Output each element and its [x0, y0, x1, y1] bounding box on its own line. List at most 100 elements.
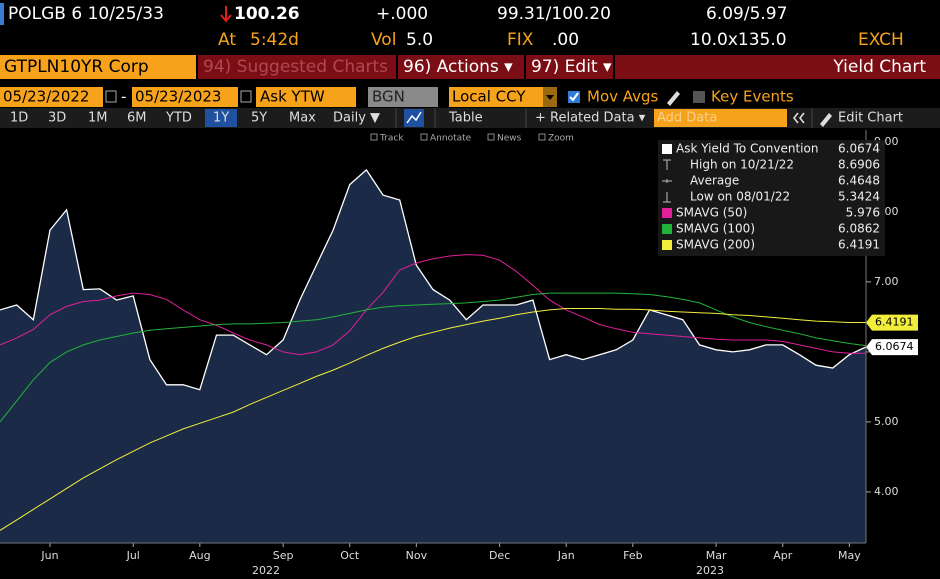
- calendar-icon[interactable]: [105, 90, 117, 103]
- legend-value: 6.4191: [838, 238, 880, 252]
- legend-value: 5.3424: [838, 190, 880, 204]
- exch: EXCH: [858, 30, 904, 50]
- tool[interactable]: Annotate: [430, 134, 472, 144]
- input-box[interactable]: [256, 87, 356, 107]
- time: 5:42d: [250, 30, 299, 50]
- tool[interactable]: Zoom: [548, 134, 574, 144]
- period-button[interactable]: 6M: [127, 111, 147, 126]
- time-label: At: [218, 30, 236, 50]
- legend-icon: [663, 192, 671, 203]
- vol-label: Vol: [371, 30, 396, 50]
- related-data[interactable]: + Related Data ▾: [535, 111, 646, 126]
- menu-item[interactable]: 96) Actions ▾: [403, 57, 513, 77]
- date-separator: -: [121, 88, 126, 106]
- key-events: Key Events: [711, 88, 794, 106]
- period-button[interactable]: YTD: [165, 111, 192, 126]
- frequency[interactable]: Daily ▼: [333, 111, 380, 126]
- period-button[interactable]: 3D: [48, 111, 66, 126]
- field: Ask YTW: [260, 88, 325, 106]
- menu-item[interactable]: 94) Suggested Charts: [203, 57, 388, 77]
- chart-icon: [406, 111, 422, 124]
- checkbox[interactable]: [693, 91, 705, 103]
- security-box[interactable]: [0, 55, 196, 79]
- input-box[interactable]: [132, 87, 238, 107]
- legend-box: [658, 140, 885, 256]
- legend-label: Ask Yield To Convention: [676, 142, 818, 156]
- x-tick-label: Mar: [706, 549, 727, 562]
- tool[interactable]: News: [497, 134, 522, 144]
- size: 10.0x135.0: [690, 30, 787, 50]
- source: BGN: [372, 88, 405, 106]
- input-box[interactable]: [449, 87, 543, 107]
- input-box[interactable]: [368, 87, 438, 107]
- down-arrow: [220, 6, 232, 23]
- security: GTPLN10YR Corp: [4, 57, 149, 77]
- legend-swatch: [662, 240, 672, 250]
- x-tick-label: Jan: [557, 549, 575, 562]
- period-button[interactable]: 1D: [10, 111, 28, 126]
- x-tick-label: Sep: [273, 549, 294, 562]
- legend-value: 5.976: [846, 206, 880, 220]
- series-line: [0, 292, 867, 423]
- input-box[interactable]: [0, 87, 103, 107]
- y-tick-label: 5.00: [874, 415, 899, 428]
- legend-swatch: [662, 144, 672, 154]
- marker: [0, 3, 4, 25]
- x-tick-label: May: [838, 549, 861, 562]
- legend-swatch: [662, 224, 672, 234]
- last-value-tag: [866, 339, 918, 356]
- fix-label: FIX: [507, 30, 534, 50]
- pencil-icon: [820, 113, 832, 127]
- price: 100.26: [234, 4, 300, 24]
- legend-value: 6.0674: [838, 142, 880, 156]
- tool-icon: [420, 133, 428, 141]
- active-period: [205, 109, 237, 127]
- legend-icon: [662, 179, 672, 183]
- year-label: 2023: [696, 564, 724, 577]
- add-data: Add Data: [657, 111, 717, 126]
- x-tick-label: Apr: [773, 549, 793, 562]
- tool-icon: [538, 133, 546, 141]
- last-value-label: 6.0674: [875, 340, 914, 353]
- legend-icon: [663, 159, 671, 170]
- period-button[interactable]: 5Y: [251, 111, 267, 126]
- menu-bar: [198, 55, 940, 79]
- period-button[interactable]: 1M: [88, 111, 108, 126]
- legend-label: SMAVG (200): [676, 238, 755, 252]
- table-button[interactable]: Table: [448, 111, 483, 126]
- legend-swatch: [662, 208, 672, 218]
- period-button[interactable]: 1Y: [213, 111, 229, 126]
- legend-label: SMAVG (50): [676, 206, 747, 220]
- pencil-icon[interactable]: [667, 91, 680, 106]
- vol: 5.0: [406, 30, 433, 50]
- series-line: [0, 308, 866, 531]
- fix: .00: [552, 30, 579, 50]
- legend-value: 6.4648: [838, 174, 880, 188]
- x-tick-label: Aug: [189, 549, 210, 562]
- bid-ask: 99.31/100.20: [497, 4, 611, 24]
- x-tick-label: Nov: [406, 549, 428, 562]
- add-data-box[interactable]: [654, 109, 787, 127]
- legend-label: Low on 08/01/22: [690, 190, 790, 204]
- check: [569, 92, 579, 102]
- calendar-icon[interactable]: [240, 90, 252, 103]
- currency: Local CCY: [452, 88, 526, 106]
- x-tick-label: Feb: [623, 549, 642, 562]
- screen-title: Yield Chart: [832, 57, 926, 77]
- tool[interactable]: Track: [379, 134, 404, 144]
- yields: 6.09/5.97: [706, 4, 787, 24]
- x-tick-label: Jul: [126, 549, 140, 562]
- legend-label: Average: [690, 174, 739, 188]
- series-line: [0, 254, 866, 356]
- collapse-icon[interactable]: [792, 112, 805, 124]
- dropdown-arrow: [546, 95, 554, 100]
- legend-label: High on 10/21/22: [690, 158, 794, 172]
- tool-icon: [487, 133, 495, 141]
- edit-chart[interactable]: Edit Chart: [838, 111, 903, 126]
- mov-avgs: Mov Avgs: [587, 88, 659, 106]
- end-date: 05/23/2023: [135, 88, 221, 106]
- menu-item[interactable]: 97) Edit ▾: [531, 57, 612, 77]
- ticker: POLGB 6 10/25/33: [8, 4, 164, 24]
- period-button[interactable]: Max: [289, 111, 316, 126]
